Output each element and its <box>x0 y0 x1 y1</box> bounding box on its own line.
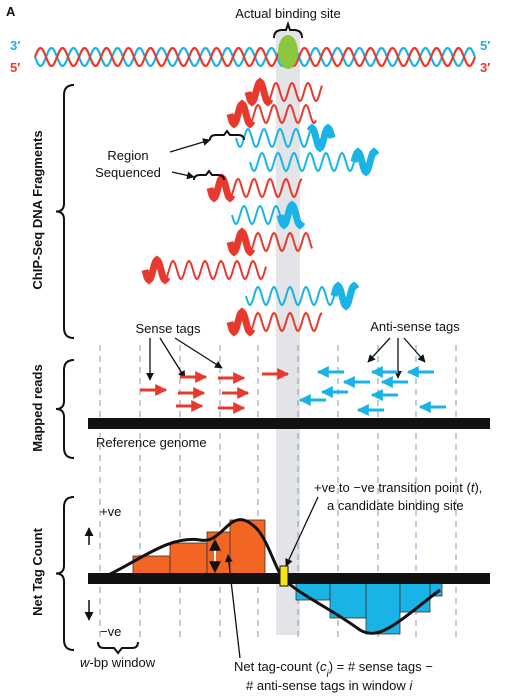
layout <box>35 24 490 658</box>
reference-label: Reference genome <box>96 435 207 450</box>
fragment-end <box>230 232 252 252</box>
fragment-end <box>310 128 332 148</box>
fragment-end <box>210 178 232 198</box>
arrow <box>175 338 222 368</box>
formula: # anti-sense tags in window i <box>246 678 413 693</box>
net-label: Net Tag Count <box>30 527 45 616</box>
sense-label: Sense tags <box>135 321 201 336</box>
strand-label: 3′ <box>10 38 20 53</box>
transition-point <box>280 566 288 586</box>
pos-bar <box>170 543 207 578</box>
mapped-label: Mapped reads <box>30 364 45 451</box>
arrow <box>368 338 390 362</box>
text-part: # anti-sense tags in window <box>246 678 409 693</box>
brace <box>56 497 74 650</box>
binding-protein <box>278 35 298 69</box>
pos-bar <box>230 520 265 578</box>
fragments-label: ChIP-Seq DNA Fragments <box>30 130 45 289</box>
fragment-end <box>230 312 252 332</box>
arrow <box>170 140 210 152</box>
window-brace <box>98 642 138 653</box>
strand-label: 5′ <box>10 60 20 75</box>
text-part: i <box>409 678 413 693</box>
brace <box>56 360 74 458</box>
dna-strand <box>35 48 475 66</box>
window-label: w-bp window <box>80 655 156 670</box>
fragment-end <box>248 82 270 102</box>
arrow <box>404 338 425 362</box>
fragment-end <box>334 286 356 306</box>
pos-label: +ve <box>100 504 121 519</box>
brace <box>56 85 74 338</box>
text-part: ) = # sense tags − <box>329 659 433 674</box>
text-part: ), <box>474 480 482 495</box>
panel-label: A <box>6 4 16 19</box>
transition-label: a candidate binding site <box>327 498 464 513</box>
text-part: Net tag-count ( <box>234 659 321 674</box>
strand-label: 5′ <box>480 38 490 53</box>
bracket <box>210 131 244 140</box>
fragment-end <box>145 260 167 280</box>
text-part: +ve to −ve transition point ( <box>314 480 471 495</box>
formula: Net tag-count (ci) = # sense tags − <box>234 659 433 680</box>
binding-site-label: Actual binding site <box>235 6 341 21</box>
antisense-label: Anti-sense tags <box>370 319 460 334</box>
strand-label: 3′ <box>480 60 490 75</box>
fragment-end <box>230 104 252 124</box>
neg-label: −ve <box>100 624 121 639</box>
reference-genome <box>88 418 490 429</box>
arrow <box>160 338 185 378</box>
fragment-end <box>354 152 376 172</box>
arrow <box>172 172 194 177</box>
region-label: Sequenced <box>95 165 161 180</box>
text-part: a candidate binding site <box>327 498 464 513</box>
region-label: Region <box>107 148 148 163</box>
transition-label: +ve to −ve transition point (t), <box>314 480 482 495</box>
figure: A Actual binding site 3′ 5′ 5′ 3′ ChIP-S… <box>0 0 530 697</box>
text-part: -bp window <box>89 655 155 670</box>
